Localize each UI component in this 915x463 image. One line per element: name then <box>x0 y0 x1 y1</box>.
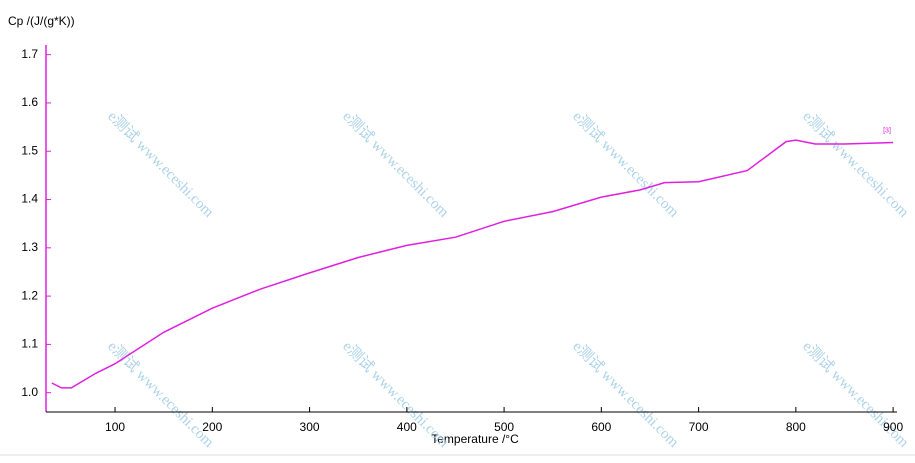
watermark: e测试 www.eceshi.com <box>104 108 217 221</box>
x-tick-label: 200 <box>202 420 222 434</box>
y-tick-label: 1.7 <box>21 47 38 61</box>
x-tick-label: 100 <box>105 420 125 434</box>
data-line <box>51 139 894 389</box>
y-tick-label: 1.0 <box>21 385 38 399</box>
x-tick-label: 300 <box>300 420 320 434</box>
y-tick-label: 1.3 <box>21 240 38 254</box>
y-tick-label: 1.5 <box>21 143 38 157</box>
x-tick-label: 400 <box>397 420 417 434</box>
watermark: e测试 www.eceshi.com <box>569 108 682 221</box>
y-tick-label: 1.1 <box>21 337 38 351</box>
y-tick-label: 1.4 <box>21 192 38 206</box>
x-tick-label: 500 <box>494 420 514 434</box>
watermark: e测试 www.eceshi.com <box>569 338 682 451</box>
x-axis-label: Temperature /°C <box>431 432 519 446</box>
x-tick-label: 600 <box>591 420 611 434</box>
watermark: e测试 www.eceshi.com <box>799 108 912 221</box>
x-tick-label: 700 <box>689 420 709 434</box>
y-axis-label: Cp /(J/(g*K)) <box>8 14 75 28</box>
y-tick-label: 1.2 <box>21 288 38 302</box>
watermark: e测试 www.eceshi.com <box>339 108 452 221</box>
curve-label: [3] <box>883 127 891 134</box>
y-tick-label: 1.6 <box>21 95 38 109</box>
x-tick-label: 800 <box>786 420 806 434</box>
x-tick-label: 900 <box>883 420 903 434</box>
